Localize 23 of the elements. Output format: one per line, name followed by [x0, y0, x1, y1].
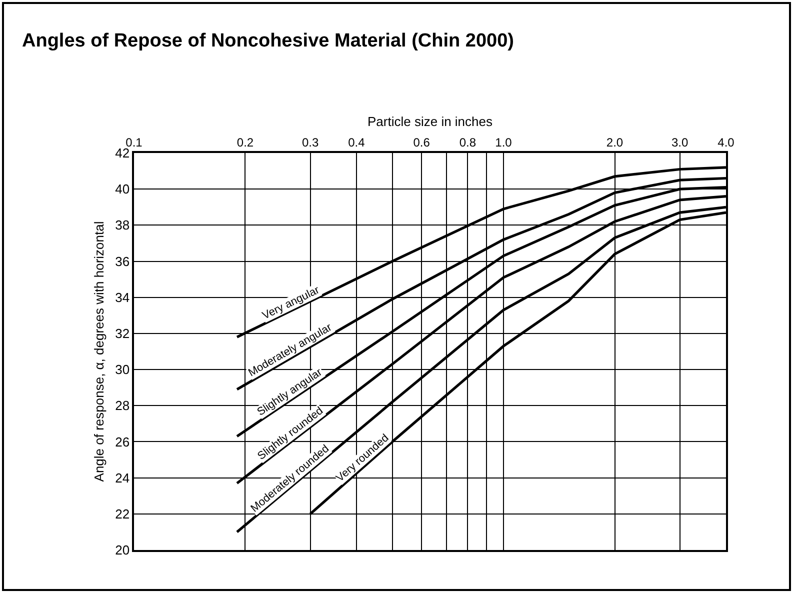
y-tick-label: 40	[115, 182, 130, 197]
y-tick-label: 24	[115, 470, 130, 486]
y-tick-label: 22	[115, 506, 130, 522]
y-tick-label: 30	[115, 362, 130, 378]
y-tick-label: 26	[115, 434, 130, 450]
y-tick-label: 34	[115, 290, 130, 305]
y-tick-label: 38	[115, 218, 130, 233]
x-tick-label: 4.0	[718, 135, 735, 150]
x-tick-label: 0.3	[302, 135, 319, 150]
x-tick-label: 2.0	[606, 135, 624, 150]
x-tick-label: 1.0	[495, 135, 512, 150]
x-axis-title: Particle size in inches	[368, 114, 493, 129]
x-tick-label: 0.6	[413, 135, 430, 150]
x-tick-label: 0.8	[459, 135, 476, 150]
y-tick-label: 20	[115, 542, 130, 558]
y-axis-title: Angle of response, α, degrees with horizontal	[92, 221, 107, 482]
y-tick-label: 36	[115, 254, 130, 269]
y-tick-label: 28	[115, 398, 130, 414]
y-tick-label: 32	[115, 326, 130, 341]
x-tick-label: 0.4	[348, 135, 366, 150]
x-tick-label: 0.2	[236, 135, 254, 150]
chart-title: Angles of Repose of Noncohesive Material (Chin 2000)	[22, 30, 514, 52]
x-tick-label: 3.0	[671, 135, 688, 150]
